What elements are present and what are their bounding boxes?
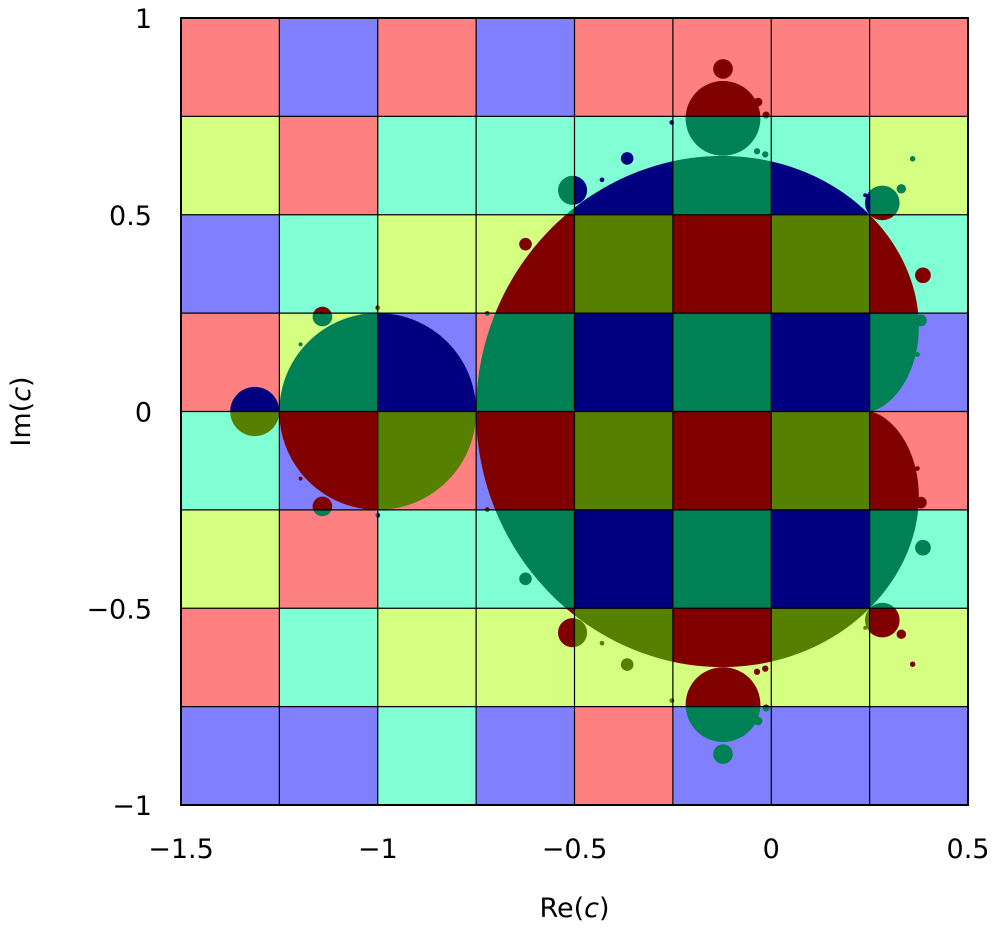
x-tick-label: 0: [763, 834, 780, 865]
plot-frame: [180, 17, 969, 806]
y-tick-label: 1: [135, 4, 152, 35]
x-tick-labels: −1.5 −1 −0.5 0 0.5: [148, 834, 989, 865]
background-tile: [574, 18, 673, 117]
background-tile: [181, 509, 280, 609]
y-tick-label: 0.5: [109, 201, 152, 232]
y-tick-labels: −1 −0.5 0 0.5 1: [86, 4, 152, 822]
x-tick-label: −1: [358, 834, 398, 865]
background-tile: [279, 509, 378, 609]
y-axis-label: Im(c): [6, 376, 37, 446]
background-tile: [181, 116, 280, 215]
background-tile: [771, 706, 870, 805]
background-tile: [181, 706, 280, 805]
background-tile: [869, 18, 968, 117]
background-tile: [771, 18, 870, 117]
background-tile: [279, 214, 378, 314]
x-tick-label: 0.5: [947, 834, 990, 865]
background-tile: [279, 18, 378, 117]
background-tile: [377, 18, 477, 117]
background-tile: [279, 706, 378, 805]
background-tile: [377, 116, 477, 215]
x-tick-label: −1.5: [148, 834, 214, 865]
background-tile: [377, 509, 477, 609]
x-axis-label: Re(c): [539, 893, 609, 924]
background-tile: [476, 116, 575, 215]
background-tile: [377, 706, 477, 805]
background-tile: [181, 214, 280, 314]
background-tile: [181, 608, 280, 707]
background-tile: [476, 18, 575, 117]
background-tile: [476, 706, 575, 805]
y-tick-label: −1: [112, 791, 152, 822]
background-tile: [869, 706, 968, 805]
x-tick-label: −0.5: [542, 834, 608, 865]
background-tile: [377, 214, 477, 314]
y-tick-label: 0: [135, 398, 152, 429]
background-tile: [574, 706, 673, 805]
grid-lines: [181, 18, 968, 805]
background-tile: [279, 608, 378, 707]
y-tick-label: −0.5: [86, 594, 152, 625]
background-tile: [279, 116, 378, 215]
background-tile: [476, 608, 575, 707]
background-tile: [181, 18, 280, 117]
background-tile: [377, 608, 477, 707]
